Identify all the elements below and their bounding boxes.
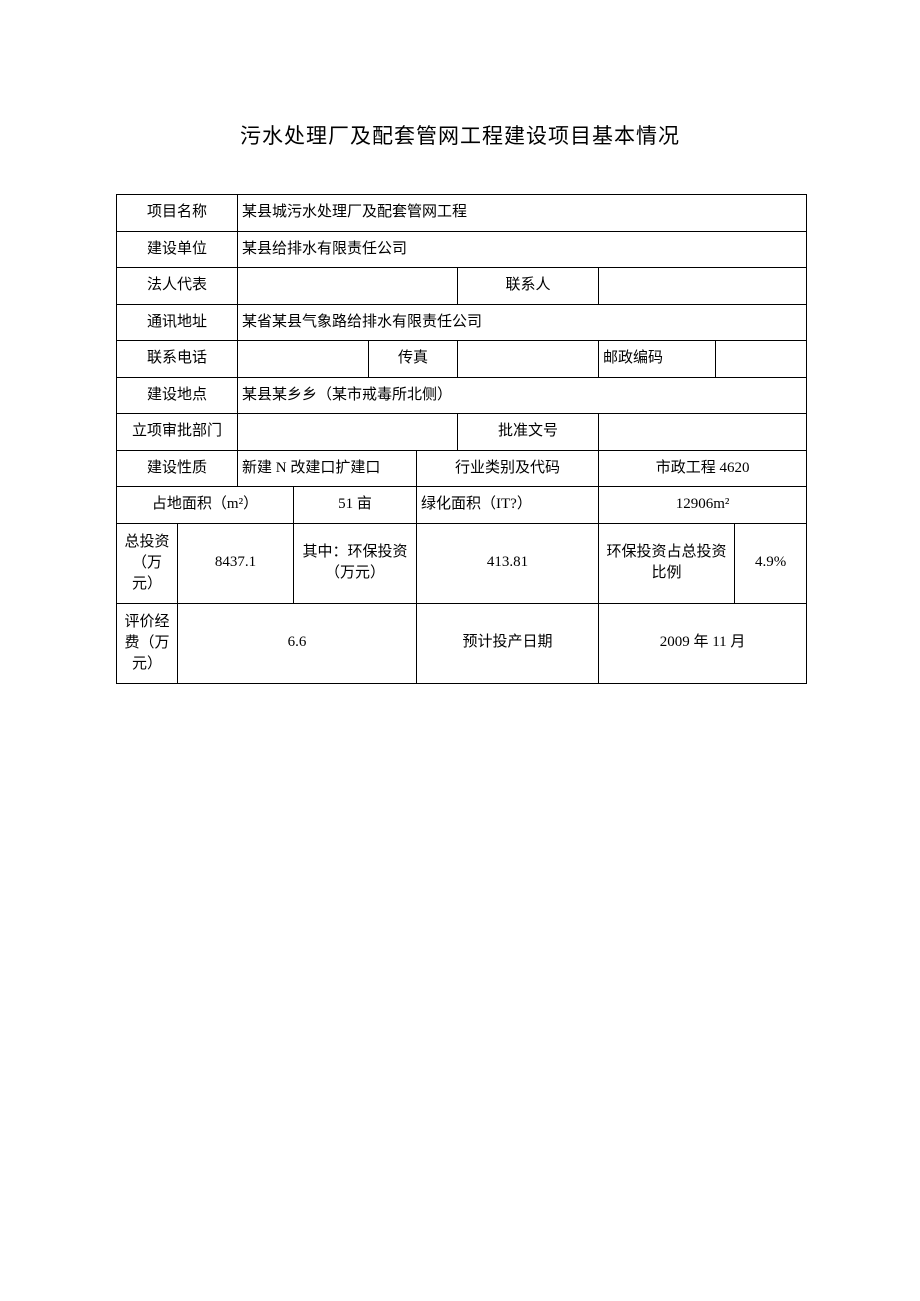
value-prod-date: 2009 年 11 月 (599, 603, 807, 683)
value-eval-fee: 6.6 (178, 603, 417, 683)
label-construction-unit: 建设单位 (117, 231, 238, 268)
value-approval-no (599, 414, 807, 451)
label-eval-fee: 评价经费（万元） (117, 603, 178, 683)
label-approval-no: 批准文号 (458, 414, 599, 451)
label-prod-date: 预计投产日期 (417, 603, 599, 683)
label-postal-code: 邮政编码 (599, 341, 716, 378)
label-contact-person: 联系人 (458, 268, 599, 305)
value-construction-nature: 新建 N 改建口扩建口 (238, 450, 417, 487)
label-industry-category: 行业类别及代码 (417, 450, 599, 487)
label-construction-nature: 建设性质 (117, 450, 238, 487)
label-total-investment: 总投资（万元） (117, 523, 178, 603)
label-green-area: 绿化面积（IT?） (417, 487, 599, 524)
value-approval-dept (238, 414, 458, 451)
value-legal-rep (238, 268, 458, 305)
label-env-investment: 其中：环保投资（万元） (294, 523, 417, 603)
value-total-investment: 8437.1 (178, 523, 294, 603)
table-row: 联系电话 传真 邮政编码 (117, 341, 807, 378)
table-row: 通讯地址 某省某县气象路给排水有限责任公司 (117, 304, 807, 341)
label-fax: 传真 (369, 341, 458, 378)
table-row: 建设性质 新建 N 改建口扩建口 行业类别及代码 市政工程 4620 (117, 450, 807, 487)
table-row: 项目名称 某县城污水处理厂及配套管网工程 (117, 195, 807, 232)
value-construction-site: 某县某乡乡（某市戒毒所北侧） (238, 377, 807, 414)
table-row: 建设地点 某县某乡乡（某市戒毒所北侧） (117, 377, 807, 414)
value-land-area: 51 亩 (294, 487, 417, 524)
table-row: 建设单位 某县给排水有限责任公司 (117, 231, 807, 268)
value-green-area: 12906m² (599, 487, 807, 524)
table-row: 占地面积（m²） 51 亩 绿化面积（IT?） 12906m² (117, 487, 807, 524)
value-contact-person (599, 268, 807, 305)
value-env-investment: 413.81 (417, 523, 599, 603)
table-row: 评价经费（万元） 6.6 预计投产日期 2009 年 11 月 (117, 603, 807, 683)
label-legal-rep: 法人代表 (117, 268, 238, 305)
label-phone: 联系电话 (117, 341, 238, 378)
value-fax (458, 341, 599, 378)
table-row: 法人代表 联系人 (117, 268, 807, 305)
value-phone (238, 341, 369, 378)
value-address: 某省某县气象路给排水有限责任公司 (238, 304, 807, 341)
label-construction-site: 建设地点 (117, 377, 238, 414)
page-title: 污水处理厂及配套管网工程建设项目基本情况 (116, 120, 804, 150)
value-env-ratio: 4.9% (735, 523, 807, 603)
table-row: 总投资（万元） 8437.1 其中：环保投资（万元） 413.81 环保投资占总… (117, 523, 807, 603)
value-industry-category: 市政工程 4620 (599, 450, 807, 487)
table-row: 立项审批部门 批准文号 (117, 414, 807, 451)
label-land-area: 占地面积（m²） (117, 487, 294, 524)
value-project-name: 某县城污水处理厂及配套管网工程 (238, 195, 807, 232)
label-approval-dept: 立项审批部门 (117, 414, 238, 451)
label-address: 通讯地址 (117, 304, 238, 341)
label-env-ratio: 环保投资占总投资比例 (599, 523, 735, 603)
label-project-name: 项目名称 (117, 195, 238, 232)
value-construction-unit: 某县给排水有限责任公司 (238, 231, 807, 268)
project-info-table: 项目名称 某县城污水处理厂及配套管网工程 建设单位 某县给排水有限责任公司 法人… (116, 194, 807, 684)
value-postal-code (716, 341, 807, 378)
